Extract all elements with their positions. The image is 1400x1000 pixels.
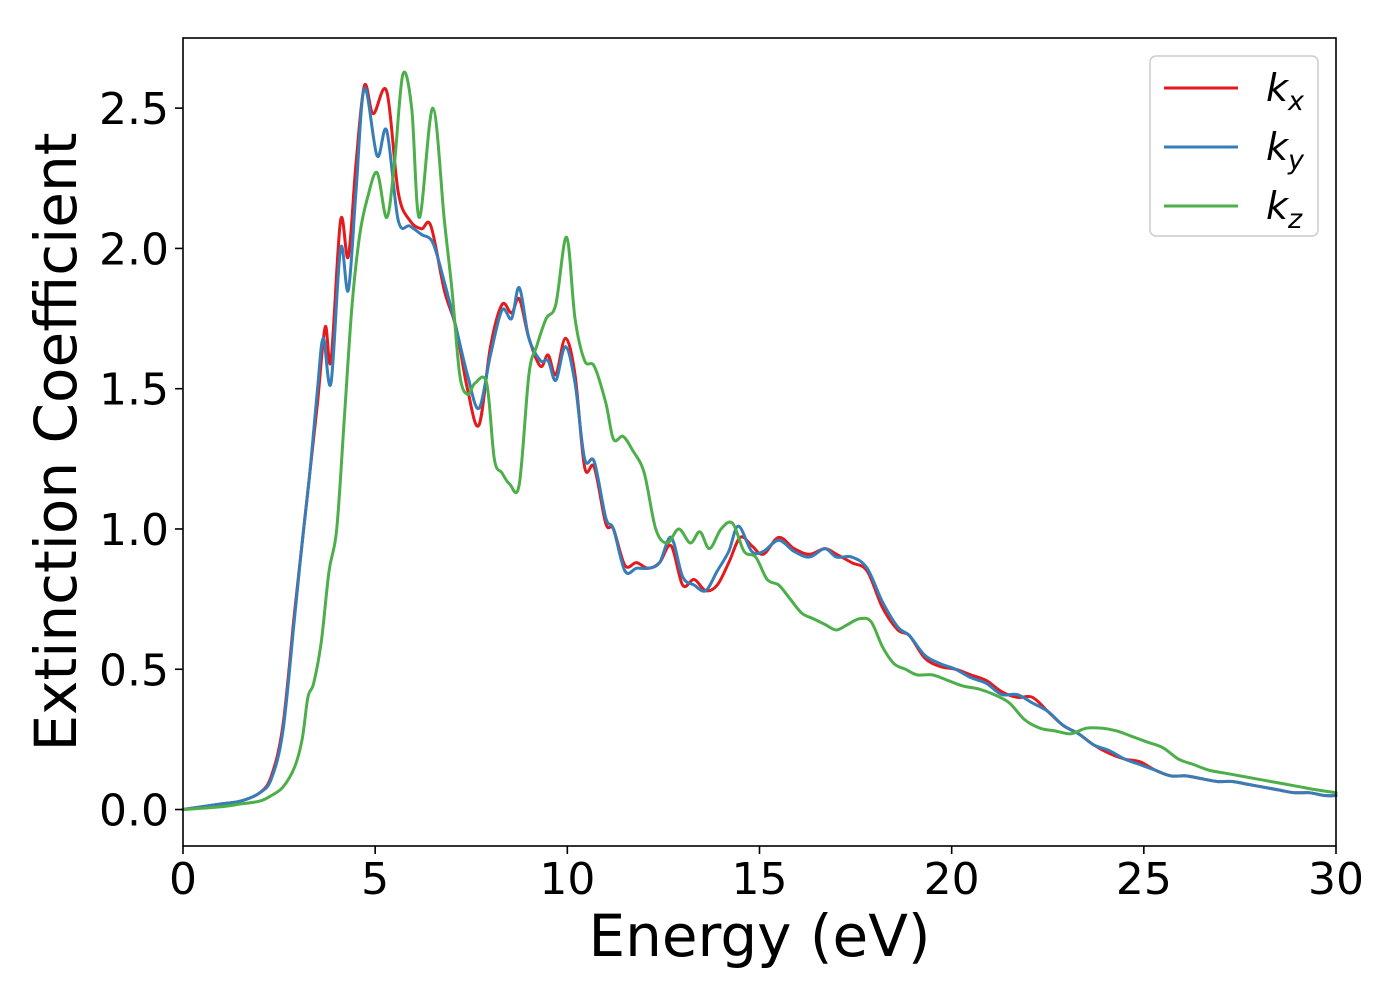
x-axis: 0 5 10 15 20 25 30 (169, 846, 1364, 905)
y-tick-label: 2.5 (99, 84, 169, 135)
legend-label-x: kx (1266, 66, 1305, 117)
x-axis-title: Energy (eV) (588, 902, 930, 970)
y-tick-label: 0.5 (99, 645, 169, 696)
y-axis-title: Extinction Coefficient (22, 133, 90, 752)
y-axis: 0.0 0.5 1.0 1.5 2.0 2.5 (99, 84, 183, 837)
series-line-x (181, 82, 1338, 812)
x-tick-label: 10 (539, 854, 595, 905)
x-tick-label: 25 (1116, 854, 1172, 905)
x-tick-label: 5 (361, 854, 389, 905)
x-tick-label: 30 (1308, 854, 1364, 905)
series-layer (181, 70, 1338, 812)
legend-label-y: ky (1266, 125, 1305, 176)
y-tick-label: 2.0 (99, 224, 169, 275)
x-tick-label: 0 (169, 854, 197, 905)
series-line-z (181, 70, 1338, 812)
y-tick-label: 0.0 (99, 786, 169, 837)
y-tick-label: 1.0 (99, 505, 169, 556)
legend: kx ky kz (1149, 55, 1319, 237)
x-tick-label: 20 (924, 854, 980, 905)
y-tick-label: 1.5 (99, 365, 169, 416)
x-tick-label: 15 (732, 854, 788, 905)
series-line-y (181, 86, 1338, 812)
legend-label-z: kz (1266, 184, 1303, 235)
